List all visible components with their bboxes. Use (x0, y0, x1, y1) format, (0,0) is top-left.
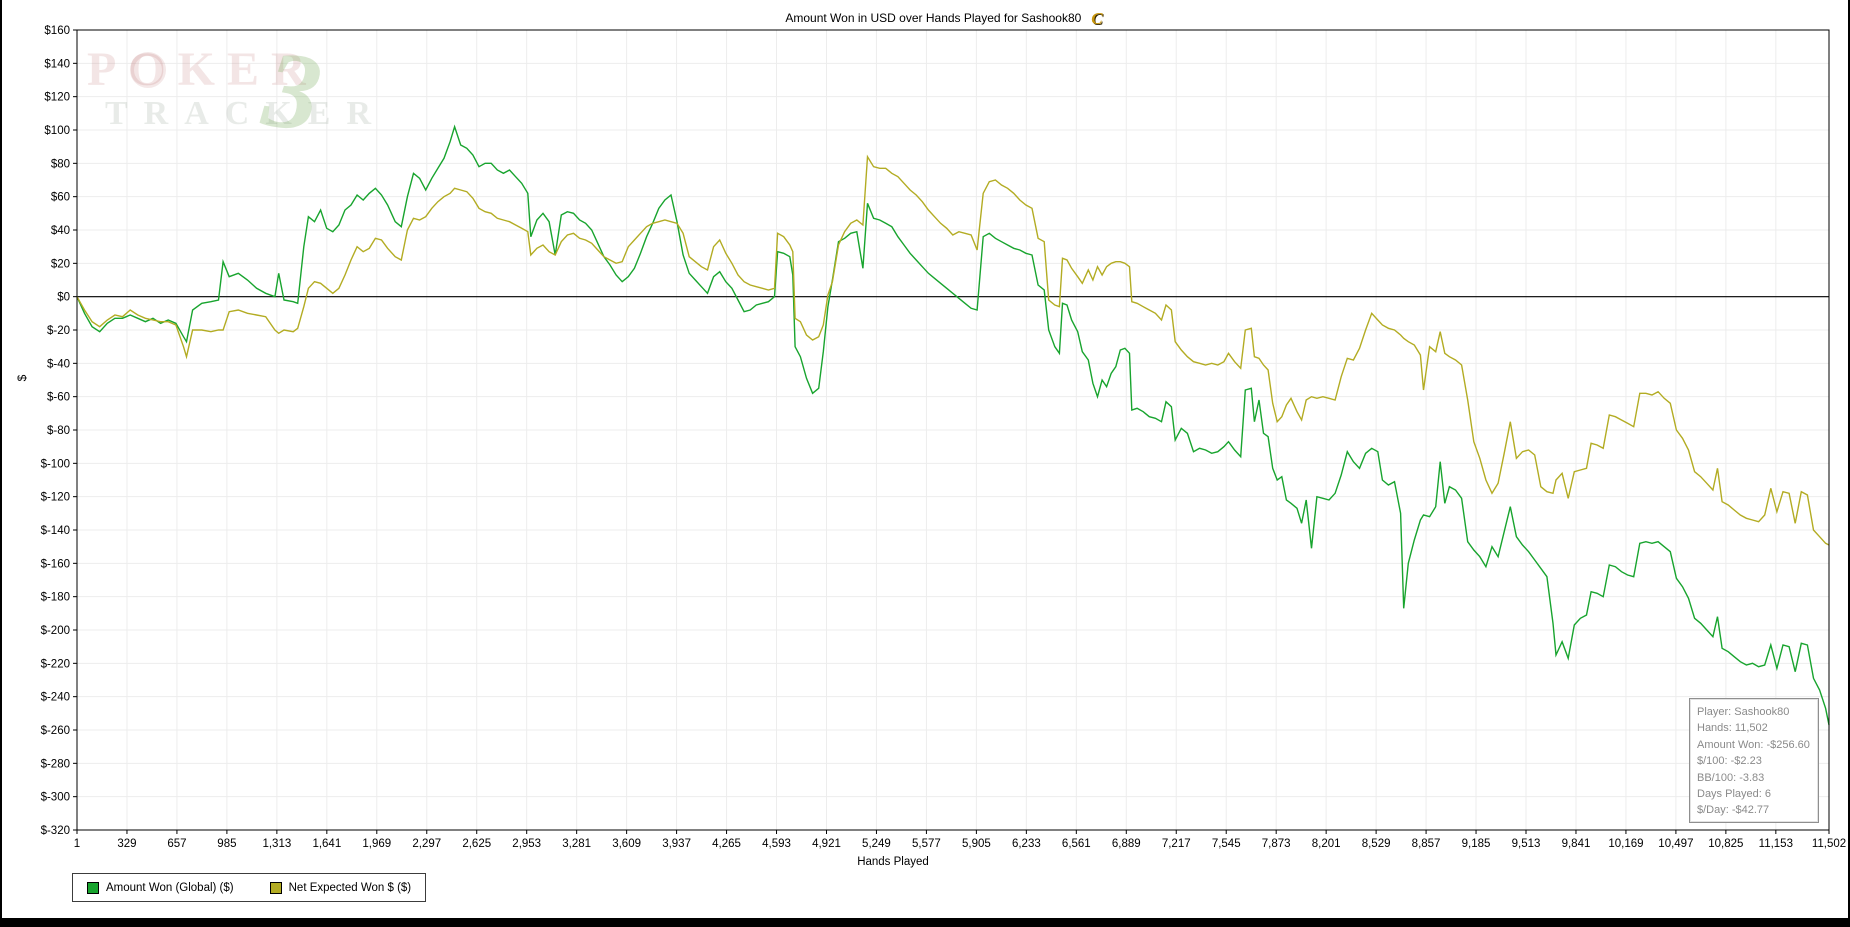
svg-text:9,185: 9,185 (1462, 838, 1491, 850)
svg-text:8,201: 8,201 (1312, 838, 1341, 850)
legend-item-amount-won: Amount Won (Global) ($) (87, 881, 234, 894)
legend-label-net-expected: Net Expected Won $ ($) (288, 881, 412, 894)
svg-text:8,529: 8,529 (1362, 838, 1391, 850)
svg-text:657: 657 (167, 838, 186, 850)
svg-text:4,593: 4,593 (762, 838, 791, 850)
svg-text:3,281: 3,281 (562, 838, 591, 850)
svg-text:$-280: $-280 (41, 758, 70, 770)
svg-text:7,545: 7,545 (1212, 838, 1241, 850)
stat-amount-won: Amount Won: -$256.60 (1697, 738, 1810, 751)
svg-text:$-320: $-320 (41, 825, 70, 837)
svg-text:2,953: 2,953 (512, 838, 541, 850)
svg-text:4,265: 4,265 (712, 838, 741, 850)
svg-text:$-300: $-300 (41, 792, 70, 804)
svg-text:11,502: 11,502 (1812, 838, 1846, 850)
svg-text:$160: $160 (44, 25, 70, 37)
svg-text:$-100: $-100 (41, 458, 70, 470)
svg-text:329: 329 (117, 838, 136, 850)
svg-text:5,905: 5,905 (962, 838, 991, 850)
window-bottom-border (2, 918, 1848, 927)
svg-text:$-240: $-240 (41, 692, 70, 704)
svg-text:3,937: 3,937 (662, 838, 691, 850)
svg-text:10,825: 10,825 (1708, 838, 1743, 850)
svg-text:$140: $140 (44, 58, 70, 70)
svg-text:$80: $80 (51, 158, 70, 170)
svg-text:$40: $40 (51, 225, 70, 237)
svg-text:$: $ (15, 374, 29, 381)
svg-text:6,233: 6,233 (1012, 838, 1041, 850)
svg-text:$-180: $-180 (41, 592, 70, 604)
svg-text:11,153: 11,153 (1759, 838, 1793, 850)
svg-text:$100: $100 (44, 125, 70, 137)
svg-text:1,969: 1,969 (362, 838, 391, 850)
svg-text:5,249: 5,249 (862, 838, 891, 850)
chart-title: Amount Won in USD over Hands Played for … (2, 9, 1848, 29)
svg-text:$-200: $-200 (41, 625, 70, 637)
svg-text:4,921: 4,921 (812, 838, 841, 850)
stat-bb-100: BB/100: -3.83 (1697, 771, 1765, 784)
svg-text:1,313: 1,313 (262, 838, 291, 850)
svg-text:1,641: 1,641 (312, 838, 341, 850)
svg-text:9,513: 9,513 (1512, 838, 1541, 850)
pokertracker-c-logo: C (1091, 9, 1103, 28)
svg-text:$0: $0 (57, 292, 70, 304)
svg-text:$-120: $-120 (41, 492, 70, 504)
net-expected-swatch-icon (269, 881, 282, 894)
svg-text:$60: $60 (51, 192, 70, 204)
chart-legend: Amount Won (Global) ($) Net Expected Won… (72, 873, 427, 902)
amount-won-swatch-icon (87, 881, 99, 894)
svg-text:$-220: $-220 (41, 658, 70, 670)
svg-text:Hands Played: Hands Played (857, 856, 929, 868)
svg-text:9,841: 9,841 (1562, 838, 1591, 850)
stat-hands: Hands: 11,502 (1697, 722, 1768, 735)
svg-text:3,609: 3,609 (612, 838, 641, 850)
svg-text:985: 985 (217, 838, 236, 850)
stat-player: Player: Sashook80 (1697, 706, 1790, 718)
svg-text:10,169: 10,169 (1608, 838, 1643, 850)
svg-text:7,873: 7,873 (1262, 838, 1291, 850)
svg-text:2,625: 2,625 (462, 838, 491, 850)
svg-text:10,497: 10,497 (1658, 838, 1693, 850)
svg-text:$-140: $-140 (41, 525, 70, 537)
legend-label-amount-won: Amount Won (Global) ($) (106, 881, 234, 894)
stat-per-100: $/100: -$2.23 (1697, 755, 1762, 768)
svg-text:6,561: 6,561 (1062, 838, 1091, 850)
svg-text:7,217: 7,217 (1162, 838, 1191, 850)
svg-text:$-20: $-20 (47, 325, 70, 337)
svg-text:2,297: 2,297 (412, 838, 441, 850)
svg-text:5,577: 5,577 (912, 838, 941, 850)
svg-text:6,889: 6,889 (1112, 838, 1141, 850)
svg-text:$120: $120 (44, 92, 70, 104)
legend-item-net-expected: Net Expected Won $ ($) (269, 881, 412, 894)
svg-text:$-60: $-60 (47, 392, 70, 404)
svg-text:$-260: $-260 (41, 725, 70, 737)
svg-text:$-40: $-40 (47, 358, 70, 370)
player-stats-info-box: Player: Sashook80 Hands: 11,502 Amount W… (1689, 698, 1819, 823)
svg-text:8,857: 8,857 (1412, 838, 1441, 850)
stat-days-played: Days Played: 6 (1697, 788, 1771, 801)
svg-text:$-160: $-160 (41, 558, 70, 570)
chart-title-text: Amount Won in USD over Hands Played for … (785, 11, 1082, 25)
svg-text:1: 1 (74, 838, 80, 850)
svg-text:$20: $20 (51, 258, 70, 270)
svg-text:$-80: $-80 (47, 425, 70, 437)
stat-per-day: $/Day: -$42.77 (1697, 804, 1770, 817)
